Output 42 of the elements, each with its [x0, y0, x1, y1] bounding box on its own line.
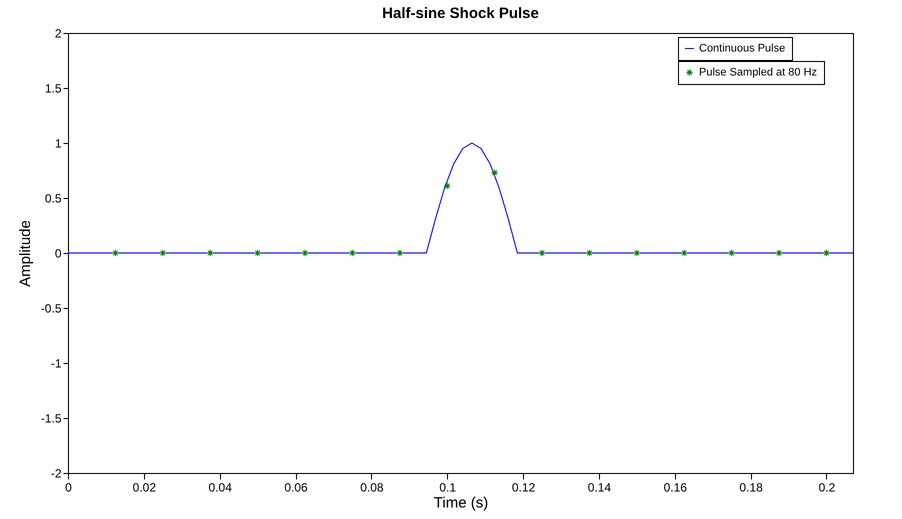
y-tick-label: 1.5: [44, 82, 62, 96]
y-tick-label: -0.5: [40, 302, 62, 316]
x-tick-label: 0.1: [439, 480, 456, 494]
y-tick-label: -2: [50, 466, 62, 480]
chart-title: Half-sine Shock Pulse: [382, 5, 539, 22]
point: [444, 182, 451, 190]
point: [301, 249, 309, 257]
x-tick-label: 0.18: [739, 480, 764, 494]
point: [159, 249, 166, 257]
point: [822, 249, 830, 257]
x-tick-label: 0.04: [208, 480, 232, 494]
legend-label: Continuous Pulse: [699, 42, 786, 54]
legend-label: Pulse Sampled at 80 Hz: [699, 66, 818, 78]
point: [490, 169, 498, 176]
y-tick-label: -1: [50, 356, 62, 370]
point: [728, 249, 736, 257]
y-tick-label: 0: [54, 246, 62, 260]
x-tick-label: 0.02: [132, 480, 156, 494]
point: [396, 249, 404, 257]
line-series: [68, 142, 854, 254]
point: [633, 249, 641, 257]
x-tick-label: 0.06: [284, 480, 308, 494]
y-axis-title: Amplitude: [16, 220, 34, 287]
y-tick-label: 2: [54, 26, 62, 40]
x-tick-label: 0.2: [818, 480, 836, 494]
point: [254, 249, 262, 257]
point: [680, 249, 688, 257]
point: [206, 249, 214, 257]
point: [775, 249, 783, 257]
x-tick-label: 0.16: [664, 480, 688, 494]
point: [538, 249, 546, 257]
y-tick-label: 0.5: [44, 192, 62, 206]
x-tick-label: 0.08: [360, 480, 384, 494]
x-tick-label: 0: [65, 480, 72, 494]
point: [112, 249, 120, 257]
point: [348, 249, 356, 257]
y-tick-label: 1: [54, 136, 62, 150]
y-tick-label: -1.5: [40, 412, 62, 426]
x-tick-label: 0.14: [588, 480, 612, 494]
point: [586, 249, 594, 257]
x-axis-title: Time (s): [434, 494, 488, 512]
x-tick-label: 0.12: [512, 480, 536, 494]
